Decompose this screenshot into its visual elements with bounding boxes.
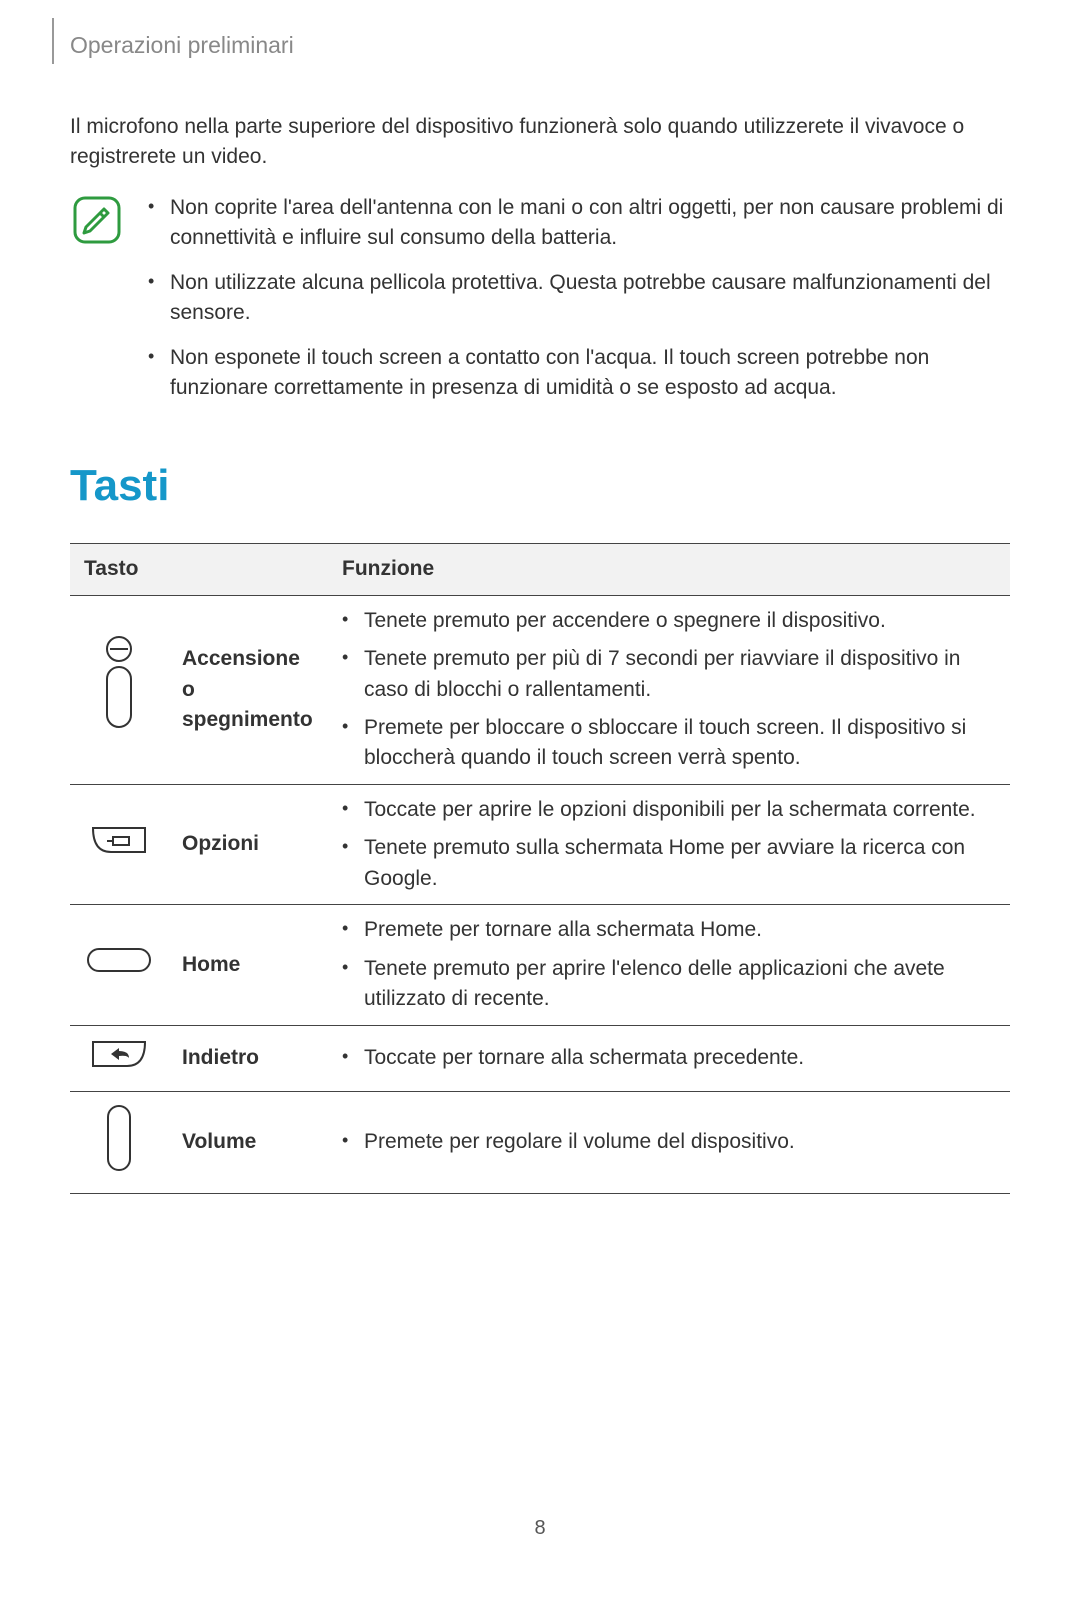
page-header: Operazioni preliminari (52, 0, 1010, 72)
col-tasto: Tasto (70, 544, 328, 595)
key-name: Volume (168, 1091, 328, 1193)
func-item: Tenete premuto per accendere o spegnere … (342, 606, 996, 636)
key-name: Opzioni (168, 784, 328, 904)
table-row: Accensione o spegnimento Tenete premuto … (70, 595, 1010, 784)
keys-table: Tasto Funzione Accensione o spegnimento … (70, 543, 1010, 1194)
volume-icon (70, 1091, 168, 1193)
key-functions: Toccate per tornare alla schermata prece… (328, 1025, 1010, 1091)
func-item: Toccate per aprire le opzioni disponibil… (342, 795, 996, 825)
intro-paragraph: Il microfono nella parte superiore del d… (70, 112, 1010, 173)
note-item: Non esponete il touch screen a contatto … (148, 343, 1010, 404)
options-icon (70, 784, 168, 904)
key-functions: Tenete premuto per accendere o spegnere … (328, 595, 1010, 784)
key-name: Accensione o spegnimento (168, 595, 328, 784)
func-item: Premete per tornare alla schermata Home. (342, 915, 996, 945)
table-header-row: Tasto Funzione (70, 544, 1010, 595)
key-functions: Premete per tornare alla schermata Home.… (328, 905, 1010, 1025)
header-mark (52, 18, 54, 64)
note-item: Non utilizzate alcuna pellicola protetti… (148, 268, 1010, 329)
table-row: Indietro Toccate per tornare alla scherm… (70, 1025, 1010, 1091)
power-icon (70, 595, 168, 784)
key-name: Indietro (168, 1025, 328, 1091)
pencil-note-icon (70, 193, 130, 256)
key-functions: Toccate per aprire le opzioni disponibil… (328, 784, 1010, 904)
table-row: Volume Premete per regolare il volume de… (70, 1091, 1010, 1193)
section-title: Tasti (70, 454, 1010, 518)
func-item: Toccate per tornare alla schermata prece… (342, 1043, 996, 1073)
page-number: 8 (70, 1514, 1010, 1543)
home-icon (70, 905, 168, 1025)
table-row: Opzioni Toccate per aprire le opzioni di… (70, 784, 1010, 904)
func-item: Tenete premuto sulla schermata Home per … (342, 833, 996, 894)
note-list: Non coprite l'area dell'antenna con le m… (130, 193, 1010, 404)
col-funzione: Funzione (328, 544, 1010, 595)
note-item: Non coprite l'area dell'antenna con le m… (148, 193, 1010, 254)
note-block: Non coprite l'area dell'antenna con le m… (70, 193, 1010, 404)
func-item: Tenete premuto per più di 7 secondi per … (342, 644, 996, 705)
key-name: Home (168, 905, 328, 1025)
func-item: Premete per regolare il volume del dispo… (342, 1127, 996, 1157)
func-item: Premete per bloccare o sbloccare il touc… (342, 713, 996, 774)
key-functions: Premete per regolare il volume del dispo… (328, 1091, 1010, 1193)
func-item: Tenete premuto per aprire l'elenco delle… (342, 954, 996, 1015)
back-icon (70, 1025, 168, 1091)
breadcrumb: Operazioni preliminari (70, 29, 294, 64)
table-row: Home Premete per tornare alla schermata … (70, 905, 1010, 1025)
